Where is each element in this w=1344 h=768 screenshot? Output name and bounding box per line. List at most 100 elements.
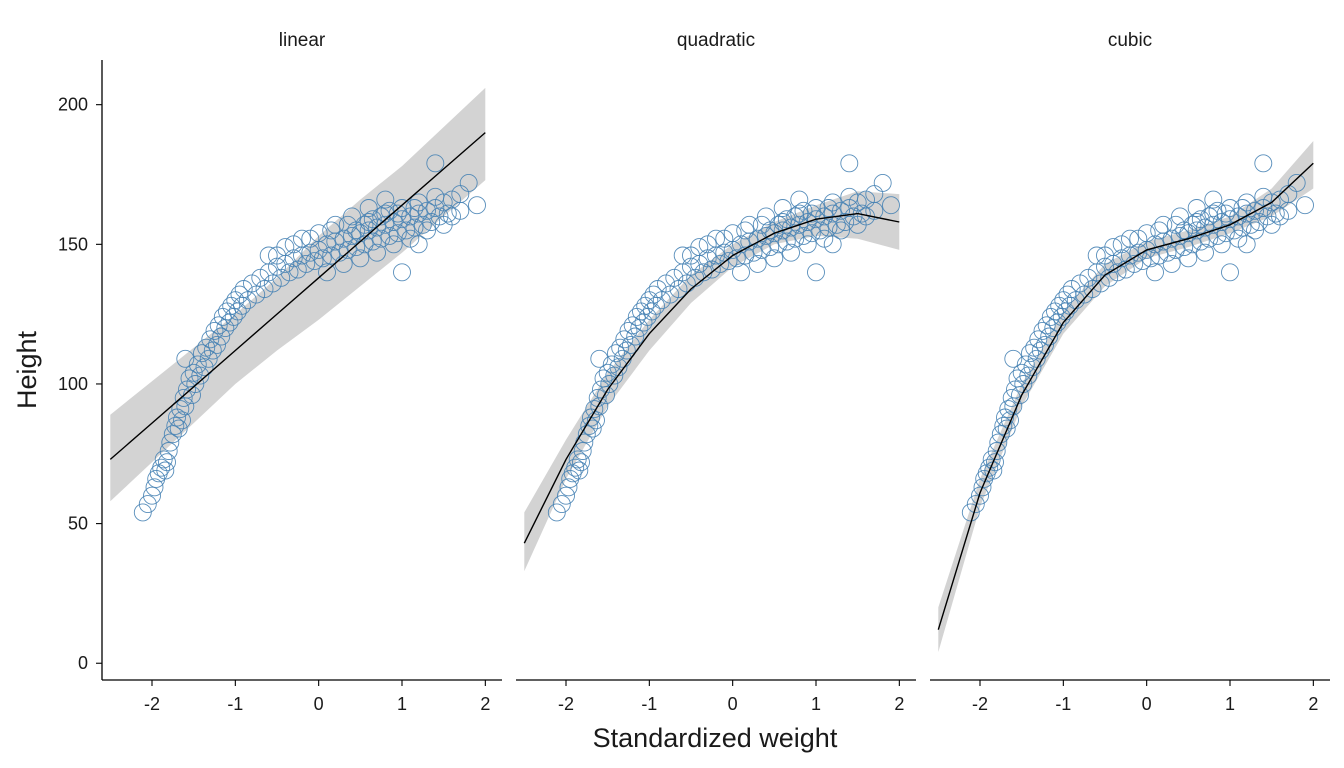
x-tick-label: 0 [728,694,738,714]
data-point [372,229,391,248]
x-tick-label: 2 [480,694,490,714]
data-point [1204,204,1223,223]
data-point [807,199,825,217]
data-point [1187,199,1206,217]
data-point [600,375,619,393]
data-point [1001,411,1019,430]
data-point [1129,243,1148,262]
data-point [615,330,634,349]
data-point [819,218,838,237]
data-point [1233,199,1252,217]
data-point [790,190,809,209]
credible-band [110,87,486,502]
data-point [351,249,370,268]
panels-layer: linear -2 -1 0 1 2 0 50 100 150 200 quadratic -2 -1 0 1… [58,30,1330,714]
data-point [334,229,353,248]
data-point [773,221,792,240]
data-point [380,226,399,245]
data-point [570,461,589,480]
credible-band [524,191,900,572]
data-point [426,154,445,173]
data-point [1241,215,1260,234]
data-point [159,442,178,460]
data-point [1216,224,1235,243]
data-point [997,419,1016,438]
data-point [1141,249,1160,268]
data-point [597,386,615,405]
data-point [156,461,175,480]
data-point [322,221,341,240]
data-point [1237,193,1256,212]
data-point [711,254,730,273]
data-point [982,450,1001,469]
data-point [740,215,759,234]
data-point [987,442,1006,460]
data-point [161,433,180,452]
data-point [971,486,989,505]
data-point [840,154,859,173]
data-point [823,193,842,212]
data-point [673,246,692,265]
data-point [980,458,999,477]
data-point [413,215,432,234]
data-point [1179,249,1198,268]
data-point [138,495,157,514]
data-point [848,215,867,234]
data-point [626,327,645,346]
observation-points [133,154,486,522]
data-point [573,442,592,460]
data-point [158,453,176,472]
data-point [844,207,863,226]
data-point [794,226,813,245]
data-point [199,349,218,368]
data-point [832,221,850,240]
data-point [343,207,361,226]
data-point [409,193,428,212]
data-point [619,321,638,340]
x-axis-title: Standardized weight [593,723,838,753]
data-point [568,450,587,469]
data-point [384,235,403,254]
data-point [145,478,164,497]
data-point [326,215,345,234]
data-point [748,254,767,273]
data-point [572,453,590,472]
data-point [1004,349,1023,368]
data-point [301,243,320,262]
data-point [259,246,278,265]
data-point [1191,232,1210,251]
data-point [1254,187,1273,206]
data-point [587,411,605,430]
x-tick-label: 1 [397,694,407,714]
data-point [418,221,436,240]
fit-line [109,132,486,460]
data-point [212,327,231,346]
data-point [617,341,636,360]
x-tick-label: 2 [1308,694,1318,714]
data-point [355,235,374,254]
data-point [376,204,395,223]
data-point [208,335,226,354]
data-point [301,229,320,248]
data-point [547,503,566,522]
y-tick-label: 200 [58,95,88,115]
data-point [322,246,341,265]
y-tick-label: 0 [78,653,88,673]
data-point [1040,327,1059,346]
data-point [966,495,985,514]
data-point [174,388,193,407]
data-point [1229,229,1248,248]
data-point [163,425,182,444]
x-tick-label: -2 [558,694,574,714]
data-point [823,204,842,223]
data-point [1183,235,1202,254]
data-point [994,416,1013,435]
data-point [1212,235,1231,254]
x-tick-label: 0 [314,694,324,714]
data-point [1162,229,1181,248]
data-point [166,416,185,435]
data-point [590,349,609,368]
data-point [143,486,161,505]
data-point [552,495,571,514]
data-point [757,226,775,245]
